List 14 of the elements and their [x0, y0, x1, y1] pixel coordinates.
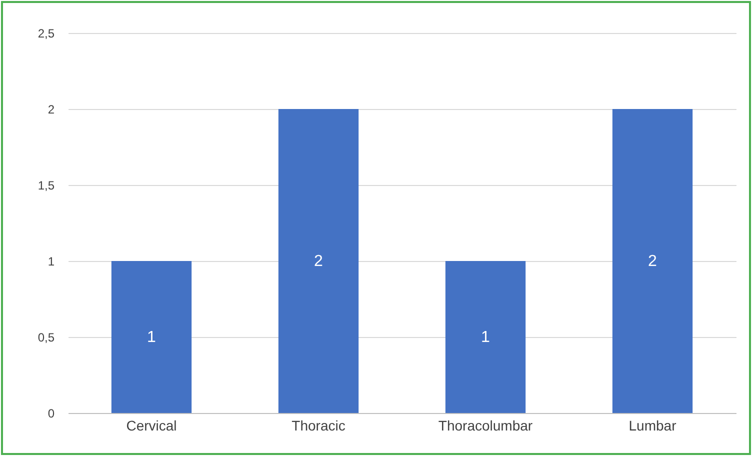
- x-tick-label: Thoracic: [292, 418, 346, 434]
- data-label: 2: [648, 253, 658, 270]
- data-label: 2: [314, 253, 324, 270]
- y-tick-label: 1,5: [38, 178, 55, 192]
- y-tick-label: 2: [48, 102, 55, 116]
- x-tick-label: Cervical: [126, 418, 177, 434]
- data-label: 1: [147, 329, 156, 346]
- data-label: 1: [481, 329, 490, 346]
- y-tick-label: 0,5: [38, 330, 55, 344]
- y-tick-label: 0: [48, 406, 55, 420]
- x-tick-label: Thoracolumbar: [438, 418, 533, 434]
- y-tick-label: 1: [48, 254, 55, 268]
- y-tick-label: 2,5: [38, 26, 55, 40]
- x-tick-label: Lumbar: [628, 418, 677, 434]
